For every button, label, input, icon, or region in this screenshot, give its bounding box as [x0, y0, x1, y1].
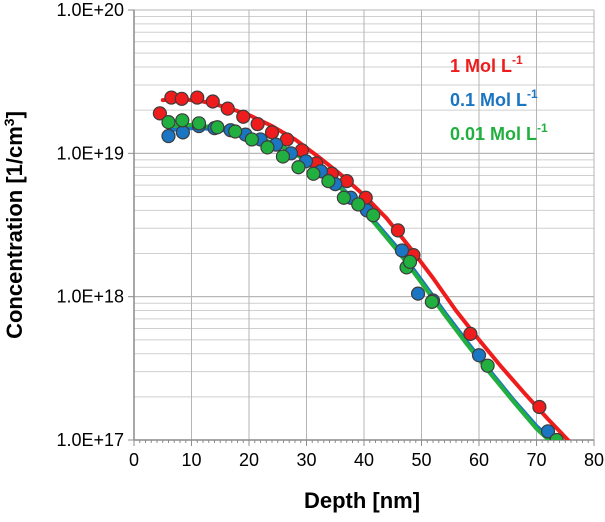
data-point	[260, 140, 275, 155]
data-point	[410, 286, 426, 301]
legend-entry: 1 Mol L-1	[450, 53, 523, 76]
data-point	[275, 149, 291, 164]
data-point	[220, 101, 235, 116]
data-point	[291, 160, 306, 175]
legend-entry: 0.01 Mol L-1	[450, 121, 548, 144]
x-tick-label: 70	[526, 450, 546, 470]
grid-lines	[133, 9, 595, 441]
y-tick-label: 1.0E+18	[56, 287, 124, 307]
y-tick-label: 1.0E+19	[56, 143, 124, 163]
series-layer	[152, 90, 571, 440]
data-point	[306, 166, 321, 181]
series-markers-2	[161, 113, 564, 440]
legend-entry-superscript: -1	[537, 121, 548, 135]
legend-entry-label: 0.1 Mol L	[450, 90, 527, 110]
data-point	[532, 399, 547, 415]
data-point	[152, 106, 167, 121]
data-point	[540, 424, 556, 439]
data-point	[161, 115, 176, 130]
data-point	[339, 174, 354, 189]
data-point	[321, 174, 336, 189]
data-point	[394, 243, 410, 258]
data-point	[228, 124, 243, 139]
x-tick-label: 80	[584, 450, 604, 470]
data-point	[175, 125, 190, 140]
data-point	[205, 94, 220, 109]
data-point	[402, 254, 418, 269]
data-point	[236, 109, 251, 124]
x-tick-label: 40	[354, 450, 374, 470]
x-tick-label: 20	[239, 450, 259, 470]
data-point	[210, 120, 225, 135]
x-axis-title: Depth [nm]	[304, 488, 420, 513]
x-tick-label: 10	[181, 450, 201, 470]
tick-labels: 0 10 20 30 40 50 60 70 80 1.0E+17 1.0E+18 1.0E+19 1.…	[56, 0, 604, 470]
data-point	[175, 113, 190, 128]
axes	[128, 9, 595, 446]
x-tick-label: 30	[296, 450, 316, 470]
data-point	[463, 326, 478, 341]
data-point	[244, 132, 259, 147]
y-axis-title-main: Concentration [1/cm	[2, 126, 27, 339]
x-tick-label: 60	[469, 450, 489, 470]
data-point	[471, 348, 487, 363]
legend-entry-superscript: -1	[512, 53, 523, 67]
data-point	[264, 125, 280, 140]
data-point	[190, 90, 205, 105]
y-axis-title-end: ]	[2, 111, 27, 118]
data-point	[191, 116, 207, 131]
y-axis-title: Concentration [1/cm3]	[1, 111, 27, 339]
legend-entry-superscript: -1	[527, 87, 538, 101]
data-point	[480, 358, 495, 373]
legend-entry: 0.1 Mol L-1	[450, 87, 538, 110]
data-point	[336, 190, 351, 205]
y-tick-label: 1.0E+17	[56, 430, 124, 450]
data-point	[250, 116, 265, 132]
x-tick-label: 0	[129, 450, 139, 470]
data-point	[351, 197, 366, 212]
data-point	[549, 432, 564, 440]
data-point	[390, 223, 406, 238]
y-tick-label: 1.0E+20	[56, 0, 124, 20]
data-point	[174, 91, 189, 106]
legend-entry-label: 0.01 Mol L	[450, 124, 537, 144]
x-tick-label: 50	[411, 450, 431, 470]
data-point	[161, 128, 176, 144]
legend-entry-label: 1 Mol L	[450, 56, 512, 76]
data-point	[366, 208, 381, 223]
y-axis-title-sup: 3	[1, 118, 17, 126]
legend: 1 Mol L-10.1 Mol L-10.01 Mol L-1	[450, 53, 548, 144]
data-point	[424, 294, 439, 309]
